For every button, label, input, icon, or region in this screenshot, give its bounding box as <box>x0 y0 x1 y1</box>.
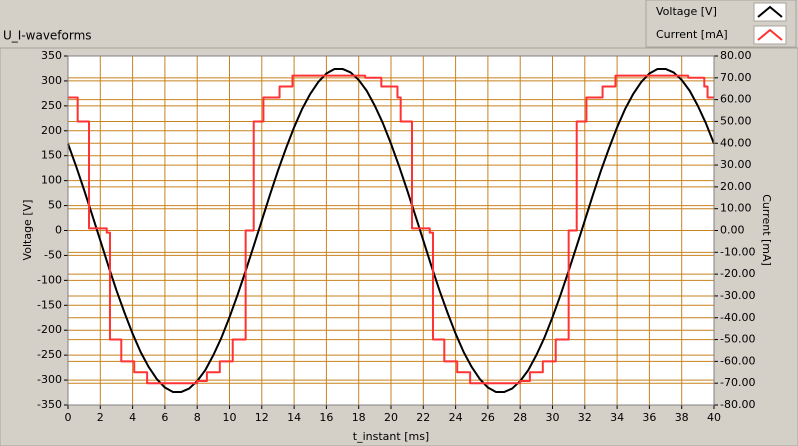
x-tick-label: 32 <box>578 411 592 424</box>
chart-title: U_I-waveforms <box>3 29 92 43</box>
y-tick-label: -350 <box>37 398 62 411</box>
legend-swatch <box>757 5 783 18</box>
y-tick-label: -200 <box>37 323 62 336</box>
y-tick-label: -150 <box>37 298 62 311</box>
y2-axis-label: Current [mA] <box>760 194 773 266</box>
y2-tick-label: 0.00 <box>720 224 745 237</box>
x-tick-label: 38 <box>675 411 689 424</box>
x-tick-label: 18 <box>352 411 366 424</box>
x-tick-label: 4 <box>129 411 136 424</box>
y-tick-label: -100 <box>37 273 62 286</box>
y2-tick-label: -70.00 <box>720 376 755 389</box>
x-tick-label: 20 <box>384 411 398 424</box>
y-tick-label: 150 <box>41 149 62 162</box>
x-tick-label: 14 <box>287 411 301 424</box>
y-tick-label: -50 <box>44 248 62 261</box>
y2-tick-label: -40.00 <box>720 311 755 324</box>
y-tick-label: 50 <box>48 199 62 212</box>
y-tick-label: 200 <box>41 124 62 137</box>
y2-tick-label: 50.00 <box>720 114 752 127</box>
x-tick-label: 10 <box>223 411 237 424</box>
x-tick-label: 40 <box>707 411 721 424</box>
y2-tick-label: -80.00 <box>720 398 755 411</box>
x-tick-label: 2 <box>97 411 104 424</box>
x-tick-label: 24 <box>449 411 463 424</box>
y2-tick-label: -30.00 <box>720 289 755 302</box>
y-tick-label: 250 <box>41 99 62 112</box>
y2-tick-label: -50.00 <box>720 333 755 346</box>
y-axis-label: Voltage [V] <box>21 200 34 261</box>
y-tick-label: 100 <box>41 174 62 187</box>
x-tick-label: 12 <box>255 411 269 424</box>
legend-swatch <box>757 28 783 41</box>
y2-tick-label: 70.00 <box>720 71 752 84</box>
y2-tick-label: 60.00 <box>720 93 752 106</box>
plot-border <box>67 55 715 406</box>
y2-tick-label: -20.00 <box>720 267 755 280</box>
y2-tick-label: 20.00 <box>720 180 752 193</box>
y2-tick-label: 40.00 <box>720 136 752 149</box>
x-tick-label: 36 <box>642 411 656 424</box>
x-tick-label: 22 <box>416 411 430 424</box>
y2-tick-label: 30.00 <box>720 158 752 171</box>
y2-tick-label: -60.00 <box>720 354 755 367</box>
x-tick-label: 30 <box>546 411 560 424</box>
series-line <box>68 74 714 385</box>
y-tick-label: 300 <box>41 74 62 87</box>
y-tick-label: 0 <box>55 224 62 237</box>
x-axis-label: t_instant [ms] <box>353 430 429 443</box>
x-tick-label: 6 <box>161 411 168 424</box>
y-tick-label: -250 <box>37 348 62 361</box>
x-tick-label: 0 <box>65 411 72 424</box>
series-line <box>67 67 715 394</box>
legend-swatch-box <box>753 2 787 22</box>
x-tick-label: 34 <box>610 411 624 424</box>
y2-tick-label: 80.00 <box>720 49 752 62</box>
x-tick-label: 26 <box>481 411 495 424</box>
y-tick-label: -300 <box>37 373 62 386</box>
legend-swatch-box <box>753 25 787 45</box>
y2-tick-label: 10.00 <box>720 202 752 215</box>
legend-label: Current [mA] <box>656 28 728 41</box>
y2-tick-label: -10.00 <box>720 245 755 258</box>
x-tick-label: 28 <box>513 411 527 424</box>
y-tick-label: 350 <box>41 49 62 62</box>
legend-label: Voltage [V] <box>656 5 717 18</box>
x-tick-label: 8 <box>194 411 201 424</box>
x-tick-label: 16 <box>319 411 333 424</box>
